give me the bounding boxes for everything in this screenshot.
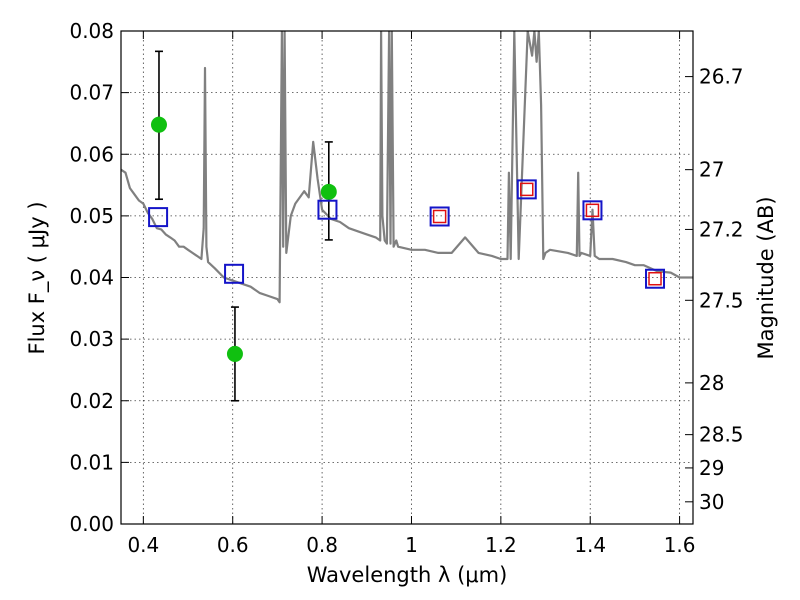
model-flux-point [582,200,603,221]
right-tick-label: 30 [699,490,724,514]
model-flux-point [645,268,666,289]
right-tick-label: 29 [699,456,724,480]
right-tick-label: 26.7 [699,65,744,89]
x-tick-label: 1.6 [664,533,696,557]
y-axis-label: Flux F_ν ( μJy ) [25,201,50,354]
model-flux-point [516,179,537,200]
y-tick-label: 0.05 [69,204,114,228]
model-spectrum-line [121,31,693,304]
photometry-point [150,116,167,133]
y-tick-label: 0.08 [69,19,114,43]
observed-flux-point [648,271,662,286]
x-tick-label: 0.4 [127,533,159,557]
ticks [121,30,693,525]
x-axis-label: Wavelength λ (μm) [307,563,508,587]
photometry-point [226,345,243,362]
right-tick-label: 27.2 [699,217,744,241]
right-tick-labels: 26.7 27 27.2 27.5 28 28.5 29 30 [699,65,744,514]
right-tick-label: 28 [699,371,724,395]
model-flux-point [317,199,338,220]
right-tick-label: 27.5 [699,288,744,312]
plot-area [121,31,693,304]
right-tick-label: 27 [699,158,724,182]
y-tick-label: 0.01 [69,450,114,474]
x-tick-label: 1.4 [574,533,606,557]
y-tick-label: 0.00 [69,512,114,536]
model-flux-point [429,206,450,227]
y-tick-label: 0.04 [69,266,114,290]
observed-flux-point [585,203,600,218]
y-tick-label: 0.06 [69,142,114,166]
grid [121,30,693,525]
photometry-point [320,183,337,200]
x-tick-label: 0.6 [217,533,249,557]
right-tick-label: 28.5 [699,423,744,447]
observed-flux-point [432,209,447,224]
x-tick-label: 1.2 [485,533,517,557]
y-tick-labels: 0.00 0.01 0.02 0.03 0.04 0.05 0.06 0.07 0.08 [69,19,114,536]
y-tick-label: 0.07 [69,81,114,105]
x-tick-label: 0.8 [306,533,338,557]
right-axis-label: Magnitude (AB) [754,196,778,359]
markers [148,50,666,402]
x-tick-labels: 0.4 0.6 0.8 1 1.2 1.4 1.6 [127,533,695,557]
x-tick-label: 1 [405,533,418,557]
y-tick-label: 0.02 [69,389,114,413]
observed-flux-point [520,182,534,197]
y-tick-label: 0.03 [69,327,114,351]
model-flux-point [148,207,169,228]
model-flux-point [224,263,245,284]
